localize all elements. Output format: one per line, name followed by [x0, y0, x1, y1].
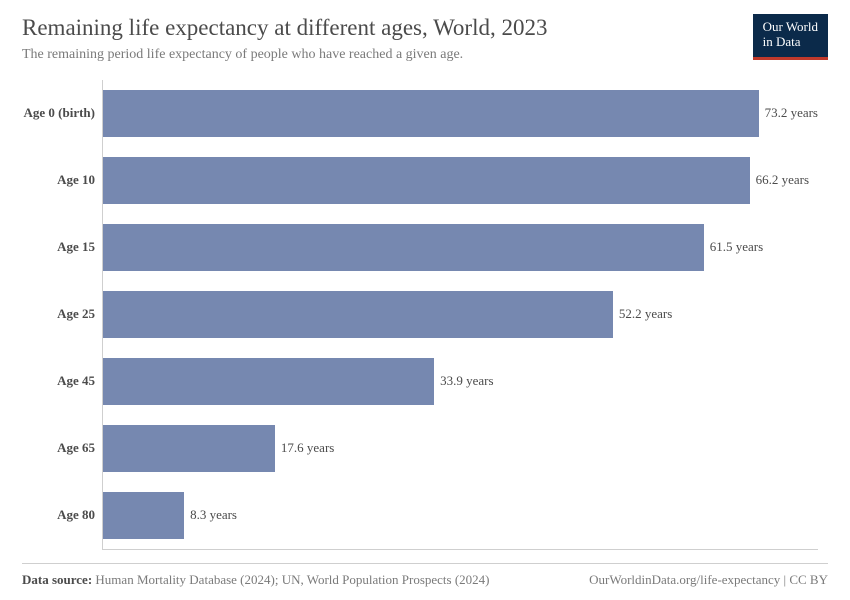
bar-row: Age 808.3 years	[103, 492, 818, 539]
bar-row: Age 0 (birth)73.2 years	[103, 90, 818, 137]
value-label: 17.6 years	[275, 440, 334, 456]
value-label: 66.2 years	[750, 172, 809, 188]
category-label: Age 15	[57, 239, 103, 255]
bar	[103, 358, 434, 405]
chart-area: Age 0 (birth)73.2 yearsAge 1066.2 yearsA…	[22, 80, 828, 550]
bar	[103, 492, 184, 539]
bar	[103, 291, 613, 338]
bar	[103, 224, 704, 271]
category-label: Age 10	[57, 172, 103, 188]
chart-footer: Data source: Human Mortality Database (2…	[22, 563, 828, 588]
chart-subtitle: The remaining period life expectancy of …	[22, 47, 828, 63]
category-label: Age 0 (birth)	[24, 105, 104, 121]
value-label: 61.5 years	[704, 239, 763, 255]
owid-logo: Our World in Data	[753, 14, 828, 60]
chart-plot: Age 0 (birth)73.2 years Age 1066.2 years A…	[102, 80, 818, 550]
footer-attribution: OurWorldinData.org/life-expectancy | CC …	[589, 572, 828, 588]
footer-source: Data source: Human Mortality Database (2…	[22, 572, 490, 588]
bar-row: Age 1561.5 years	[103, 224, 818, 271]
value-label: 8.3 years	[184, 507, 237, 523]
category-label: Age 25	[57, 306, 103, 322]
bar-row: Age 2552.2 years	[103, 291, 818, 338]
bar-row: Age 1066.2 years	[103, 157, 818, 204]
chart-header: Our World in Data Remaining life expecta…	[0, 0, 850, 69]
bar-row: Age 6517.6 years	[103, 425, 818, 472]
category-label: Age 80	[57, 507, 103, 523]
bar	[103, 425, 275, 472]
category-label: Age 65	[57, 440, 103, 456]
value-label: 73.2 years	[759, 105, 818, 121]
value-label: 33.9 years	[434, 373, 493, 389]
chart-title: Remaining life expectancy at different a…	[22, 14, 828, 43]
bar	[103, 157, 750, 204]
logo-line2: in Data	[763, 35, 818, 50]
bar-row: Age 4533.9 years	[103, 358, 818, 405]
footer-source-label: Data source:	[22, 572, 92, 587]
logo-line1: Our World	[763, 20, 818, 35]
category-label: Age 45	[57, 373, 103, 389]
bar	[103, 90, 759, 137]
footer-source-text: Human Mortality Database (2024); UN, Wor…	[95, 572, 489, 587]
value-label: 52.2 years	[613, 306, 672, 322]
